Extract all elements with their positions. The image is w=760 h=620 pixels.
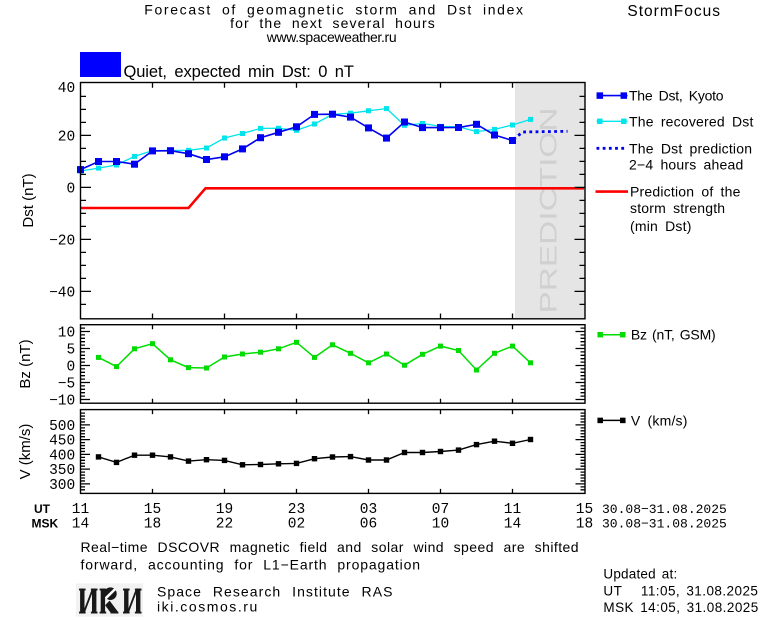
- svg-text:18: 18: [576, 517, 593, 533]
- svg-text:19: 19: [216, 502, 233, 518]
- svg-text:500: 500: [49, 419, 75, 435]
- svg-text:0: 0: [66, 181, 75, 197]
- svg-text:storm strength: storm strength: [630, 200, 725, 216]
- svg-text:(min Dst): (min Dst): [630, 218, 692, 234]
- svg-text:18: 18: [144, 517, 161, 533]
- svg-text:The recovered Dst: The recovered Dst: [629, 113, 754, 129]
- svg-text:450: 450: [49, 434, 75, 450]
- svg-text:Updated at:: Updated at:: [603, 566, 677, 581]
- svg-text:03: 03: [360, 502, 377, 518]
- svg-text:23: 23: [288, 502, 305, 518]
- svg-text:for the next several hours: for the next several hours: [230, 15, 436, 31]
- svg-text:15: 15: [144, 502, 161, 518]
- svg-text:Real−time DSCOVR magnetic fiel: Real−time DSCOVR magnetic field and sola…: [81, 539, 580, 555]
- svg-text:10: 10: [58, 326, 75, 342]
- svg-text:−20: −20: [49, 233, 75, 249]
- svg-text:40: 40: [58, 81, 75, 97]
- svg-text:−10: −10: [49, 394, 75, 410]
- svg-text:06: 06: [360, 517, 377, 533]
- svg-text:MSK: MSK: [32, 517, 59, 531]
- svg-text:10: 10: [432, 517, 449, 533]
- svg-text:Space Research Institute RAS: Space Research Institute RAS: [157, 583, 394, 599]
- svg-text:The Dst prediction: The Dst prediction: [629, 140, 752, 156]
- svg-text:UT: UT: [34, 502, 51, 516]
- svg-text:Forecast of geomagnetic storm: Forecast of geomagnetic storm and Dst in…: [144, 1, 524, 17]
- svg-text:The Dst, Kyoto: The Dst, Kyoto: [629, 88, 724, 104]
- svg-text:MSK 14:05, 31.08.2025: MSK 14:05, 31.08.2025: [603, 600, 758, 615]
- svg-text:StormFocus: StormFocus: [627, 3, 721, 20]
- svg-text:www.spaceweather.ru: www.spaceweather.ru: [266, 29, 397, 45]
- svg-text:forward, accounting for L1−Ear: forward, accounting for L1−Earth propaga…: [81, 556, 421, 572]
- svg-text:11: 11: [504, 502, 521, 518]
- svg-text:V (km/s): V (km/s): [631, 412, 688, 428]
- svg-text:Quiet, expected min Dst: 0 nT: Quiet, expected min Dst: 0 nT: [124, 63, 354, 81]
- svg-text:30.08−31.08.2025: 30.08−31.08.2025: [602, 517, 727, 532]
- svg-text:Prediction of the: Prediction of the: [630, 184, 741, 200]
- svg-text:−5: −5: [58, 377, 75, 393]
- svg-text:UT 11:05, 31.08.2025: UT 11:05, 31.08.2025: [603, 583, 758, 598]
- svg-text:14: 14: [504, 517, 521, 533]
- svg-text:PREDICTION: PREDICTION: [536, 108, 563, 314]
- svg-text:iki.cosmos.ru: iki.cosmos.ru: [157, 598, 259, 614]
- svg-text:14: 14: [72, 517, 89, 533]
- svg-text:5: 5: [66, 343, 75, 359]
- svg-text:20: 20: [58, 129, 75, 145]
- svg-text:07: 07: [432, 502, 449, 518]
- svg-text:V (km/s): V (km/s): [17, 424, 34, 480]
- svg-text:Bz (nT, GSM): Bz (nT, GSM): [631, 327, 716, 343]
- svg-text:350: 350: [49, 463, 75, 479]
- svg-text:Bz (nT): Bz (nT): [17, 339, 34, 388]
- svg-text:−40: −40: [49, 285, 75, 301]
- svg-text:2−4 hours ahead: 2−4 hours ahead: [629, 156, 743, 172]
- svg-text:0: 0: [66, 360, 75, 376]
- svg-text:400: 400: [49, 448, 75, 464]
- svg-text:Dst (nT): Dst (nT): [20, 173, 37, 227]
- svg-text:22: 22: [216, 517, 233, 533]
- svg-text:15: 15: [576, 502, 593, 518]
- svg-text:300: 300: [49, 478, 75, 494]
- svg-text:02: 02: [288, 517, 305, 533]
- svg-text:30.08−31.08.2025: 30.08−31.08.2025: [602, 502, 727, 517]
- svg-text:11: 11: [72, 502, 89, 518]
